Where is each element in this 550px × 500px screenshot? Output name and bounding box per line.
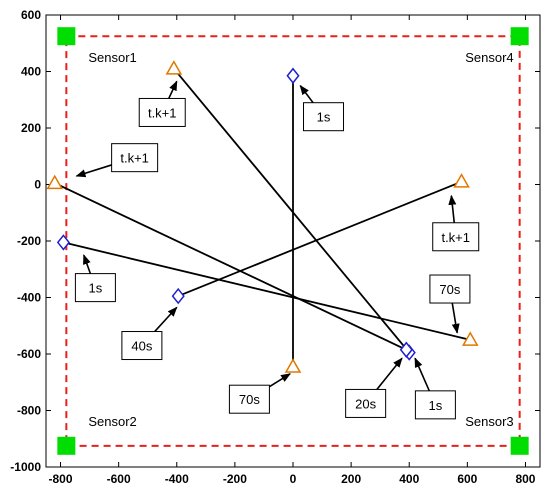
track-start-marker-3 — [399, 341, 413, 358]
y-tick-label: -200 — [17, 234, 41, 248]
x-tick-label: -400 — [165, 472, 189, 486]
annotation-arrow-7 — [154, 306, 178, 333]
annotation-label-2: t.k+1 — [120, 151, 149, 166]
y-tick-label: -1000 — [10, 460, 41, 474]
x-tick-label: 600 — [457, 472, 477, 486]
annotation-box-9 — [345, 388, 387, 418]
annotation-box-2 — [111, 143, 159, 173]
y-tick-label: -600 — [17, 347, 41, 361]
sensor-label-1: Sensor1 — [88, 50, 136, 65]
track-line-5 — [177, 180, 462, 297]
annotation-label-6: 70s — [439, 282, 460, 297]
track-start-marker-1 — [286, 67, 300, 84]
sensors: Sensor1 Sensor2 Sensor3 Sensor4 — [57, 27, 529, 455]
x-tick-label: 0 — [290, 472, 297, 486]
sensor-label-2: Sensor2 — [88, 414, 136, 429]
x-tick-label: 200 — [341, 472, 361, 486]
track-end-marker-4 — [461, 331, 479, 346]
annotation-box-6 — [429, 274, 471, 304]
annotation-arrow-8 — [268, 373, 291, 388]
y-tick-label: -400 — [17, 291, 41, 305]
annotation-box-1 — [138, 97, 186, 127]
x-tick-label: 800 — [515, 472, 535, 486]
sensor-square-2 — [57, 436, 76, 455]
sensor-label-3: Sensor3 — [465, 414, 513, 429]
sensor-square-1 — [57, 27, 76, 46]
annotation-box-10 — [414, 390, 456, 420]
annotation-label-10: 1s — [429, 398, 443, 413]
track-end-marker-3 — [46, 174, 64, 190]
y-tick-label: 0 — [34, 178, 41, 192]
x-tick-label: -200 — [223, 472, 247, 486]
x-tick-label: -800 — [49, 472, 73, 486]
annotation-label-8: 70s — [239, 392, 260, 407]
annotations: t.k+1 t.k+1 1s t.k+1 1s 70s 40s 70s 20s 1s — [74, 80, 480, 420]
track-line-3 — [54, 182, 407, 351]
x-tick-label: 400 — [399, 472, 419, 486]
sensor-square-3 — [510, 436, 529, 455]
annotation-box-5 — [74, 273, 116, 303]
annotation-label-3: 1s — [317, 110, 331, 125]
annotation-arrow-10 — [414, 357, 431, 392]
y-tick-label: 200 — [21, 121, 41, 135]
x-tick-label: -600 — [107, 472, 131, 486]
sensor-square-4 — [510, 27, 529, 46]
annotation-arrow-6 — [451, 302, 460, 334]
track-line-2 — [173, 68, 410, 354]
track-line-4 — [63, 241, 471, 341]
sensor-label-4: Sensor4 — [465, 50, 513, 65]
track-start-marker-5 — [171, 287, 185, 305]
annotation-box-7 — [121, 331, 163, 361]
annotation-arrow-2 — [75, 164, 112, 178]
track-start-marker-4 — [56, 234, 70, 251]
target-tracks — [46, 60, 479, 373]
y-tick-label: 400 — [21, 65, 41, 79]
annotation-label-4: t.k+1 — [441, 230, 470, 245]
annotation-box-4 — [432, 222, 480, 252]
annotation-arrow-5 — [83, 254, 92, 274]
annotation-label-1: t.k+1 — [148, 105, 177, 120]
annotation-arrow-9 — [376, 357, 403, 390]
annotation-box-3 — [303, 102, 345, 132]
annotation-arrow-1 — [168, 80, 178, 99]
track-end-marker-1 — [284, 358, 302, 373]
annotation-label-7: 40s — [131, 339, 152, 354]
annotation-label-5: 1s — [89, 281, 103, 296]
annotation-label-9: 20s — [355, 396, 376, 411]
y-tick-label: -800 — [17, 404, 41, 418]
axis-ticks: -800 -600 -400 -200 0 200 400 600 800 600 400 200 0 -… — [10, 8, 540, 486]
track-end-marker-2 — [165, 60, 183, 75]
annotation-arrow-3 — [299, 84, 314, 104]
track-end-marker-5 — [453, 173, 470, 188]
annotation-box-8 — [228, 384, 270, 414]
y-tick-label: 600 — [21, 8, 41, 22]
annotation-arrow-4 — [448, 194, 457, 223]
